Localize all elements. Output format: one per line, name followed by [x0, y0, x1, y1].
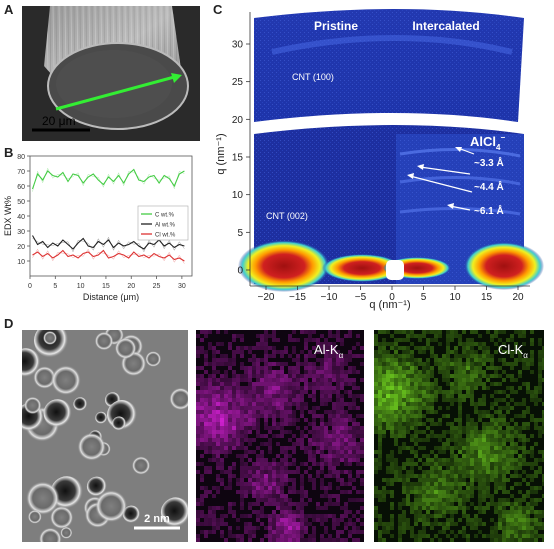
x-tick-label: 15	[102, 283, 110, 290]
sem-image-fiber: 20 μm	[22, 6, 200, 141]
stem-ring	[43, 330, 57, 345]
y-axis-label: EDX Wt%	[3, 196, 13, 236]
y-tick-label-c: 30	[232, 40, 244, 51]
stem-image: 2 nm	[22, 330, 188, 542]
stem-ring	[33, 366, 56, 389]
scalebar-label-d: 2 nm	[144, 513, 170, 525]
edx-line-chart: 10 20 30 40 50 60 70 80 0 5 10 15 20 25 30 C wt.% Al w…	[3, 154, 193, 302]
y-tick-label-c: 10	[232, 190, 244, 201]
x-tick-label-c: −15	[289, 292, 306, 303]
x-tick-label-c: −5	[355, 292, 367, 303]
waxs-pattern: Pristine Intercalated CNT (100) CNT (002…	[215, 9, 544, 311]
y-tick-label-c: 0	[237, 266, 243, 277]
stem-ring	[60, 526, 73, 539]
legend-entry: Cl wt.%	[155, 233, 176, 239]
stem-ring	[50, 365, 81, 396]
label-cnt100: CNT (100)	[292, 72, 334, 82]
legend-entry: C wt.%	[155, 213, 175, 219]
stem-ring	[73, 397, 88, 412]
y-tick-label: 30	[17, 229, 25, 236]
map-label-al: Al-Kα	[314, 342, 344, 360]
label-intercalated: Intercalated	[412, 19, 479, 33]
stem-ring	[94, 331, 114, 351]
stem-ring	[122, 505, 141, 524]
panel-label-b: B	[4, 145, 14, 160]
map-label-cl: Cl-Kα	[498, 342, 528, 360]
panel-label-d: D	[4, 316, 14, 331]
stem-ring	[27, 509, 42, 524]
x-tick-label: 20	[127, 283, 135, 290]
y-tick-label: 80	[17, 154, 25, 161]
stem-ring	[77, 432, 106, 461]
stem-ring	[131, 456, 151, 475]
label-pristine: Pristine	[314, 19, 358, 33]
stem-ring	[114, 337, 137, 360]
y-tick-label: 20	[17, 244, 25, 251]
y-tick-label: 10	[17, 259, 25, 266]
y-tick-label: 40	[17, 214, 25, 221]
x-tick-label: 5	[53, 283, 57, 290]
eds-map-cl: Cl-Kα	[374, 330, 544, 542]
spacing-label: ~6.1 Å	[474, 204, 504, 217]
x-tick-label-c: 0	[389, 292, 395, 303]
stem-ring	[95, 411, 108, 425]
stem-ring	[145, 350, 162, 367]
series-noise	[32, 248, 185, 264]
stem-ring	[26, 481, 60, 515]
y-tick-label: 60	[17, 184, 25, 191]
x-tick-label: 25	[153, 283, 161, 290]
x-tick-label: 0	[28, 283, 32, 290]
panel-label-a: A	[4, 2, 14, 17]
y-tick-label-c: 5	[237, 228, 243, 239]
stem-ring	[86, 476, 107, 497]
y-tick-label-c: 15	[232, 153, 244, 164]
series-line-c	[31, 168, 185, 190]
stem-ring	[43, 399, 72, 428]
label-cnt002: CNT (002)	[266, 211, 308, 221]
y-axis-label-c: q (nm⁻¹)	[215, 133, 227, 174]
beamstop	[386, 260, 404, 280]
x-axis-label-c: q (nm⁻¹)	[369, 299, 410, 311]
x-tick-label: 10	[77, 283, 85, 290]
spacing-label: ~4.4 Å	[474, 180, 504, 193]
stem-ring	[112, 416, 127, 431]
scalebar-label-a: 20 μm	[42, 114, 76, 128]
y-tick-label: 50	[17, 199, 25, 206]
stem-ring	[22, 348, 41, 378]
y-tick-label: 70	[17, 169, 25, 176]
stem-ring	[23, 396, 42, 415]
x-tick-label-c: 10	[449, 292, 461, 303]
spacing-label: ~3.3 Å	[474, 156, 504, 169]
legend-entry: Al wt.%	[155, 223, 176, 229]
panel-label-c: C	[213, 2, 223, 17]
x-tick-label-c: −20	[258, 292, 275, 303]
eds-map-al: Al-Kα	[196, 330, 364, 542]
series-noise	[32, 167, 185, 192]
label-alcl4-ion: AlCl4−	[470, 133, 505, 152]
x-tick-label: 30	[178, 283, 186, 290]
y-tick-label-c: 20	[232, 115, 244, 126]
series-line-cl	[32, 249, 185, 262]
x-axis-label: Distance (μm)	[83, 292, 139, 302]
stem-ring	[95, 489, 128, 523]
x-tick-label-c: −10	[321, 292, 338, 303]
y-tick-label-c: 25	[232, 77, 244, 88]
x-tick-label-c: 5	[421, 292, 427, 303]
stem-ring	[38, 527, 62, 542]
x-tick-label-c: 20	[512, 292, 524, 303]
stem-ring	[169, 387, 188, 411]
x-tick-label-c: 15	[481, 292, 493, 303]
stem-ring	[160, 497, 188, 528]
stem-ring	[49, 505, 74, 530]
